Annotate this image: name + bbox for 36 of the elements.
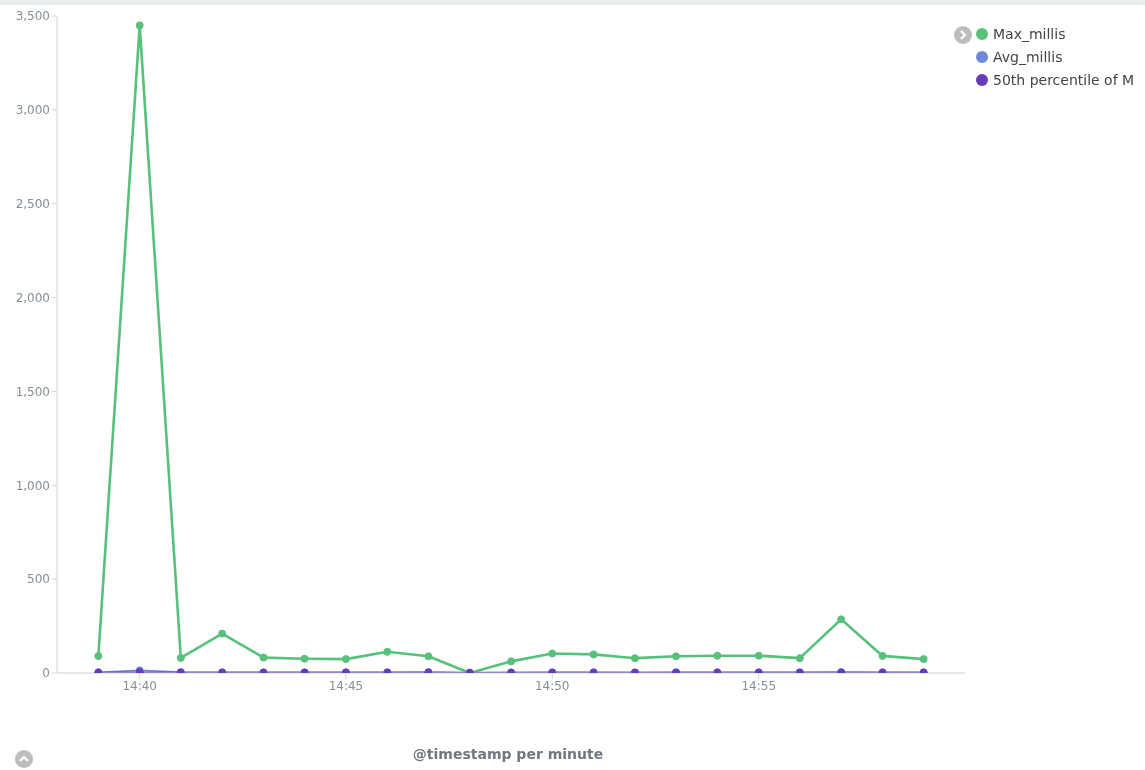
point — [754, 651, 763, 660]
point — [424, 652, 433, 661]
legend-label: Avg_millis — [993, 48, 1063, 65]
x-axis-title: @timestamp per minute — [411, 746, 605, 762]
point — [218, 629, 227, 638]
x-tick-label: 14:50 — [534, 678, 570, 693]
y-tick-label: 1,000 — [15, 478, 50, 493]
point — [878, 651, 887, 660]
y-tick-label: 1,500 — [15, 384, 50, 399]
point — [507, 657, 516, 666]
point — [341, 655, 350, 664]
y-tick-label: 2,500 — [15, 196, 50, 211]
x-tick-label: 14:40 — [122, 678, 157, 693]
point — [135, 21, 144, 30]
point — [300, 654, 309, 663]
point — [837, 615, 846, 624]
y-tick-label: 0 — [42, 666, 50, 681]
x-tick-label: 14:45 — [328, 678, 364, 693]
point — [713, 651, 722, 660]
legend-label: Max_millis — [993, 25, 1066, 42]
point — [672, 652, 681, 661]
point — [548, 649, 557, 658]
y-tick-label: 3,000 — [15, 103, 50, 118]
y-tick-label: 500 — [27, 572, 50, 587]
y-tick-label: 2,000 — [15, 290, 50, 305]
point — [259, 653, 268, 662]
point — [795, 654, 804, 663]
point — [589, 650, 598, 659]
x-tick-label: 14:55 — [741, 678, 777, 693]
y-tick-label: 3,500 — [15, 9, 50, 24]
point — [919, 655, 928, 664]
point — [630, 654, 639, 663]
legend-label: 50th percentile of M — [993, 71, 1135, 88]
point — [383, 647, 392, 656]
point — [176, 653, 185, 662]
point — [94, 652, 103, 661]
